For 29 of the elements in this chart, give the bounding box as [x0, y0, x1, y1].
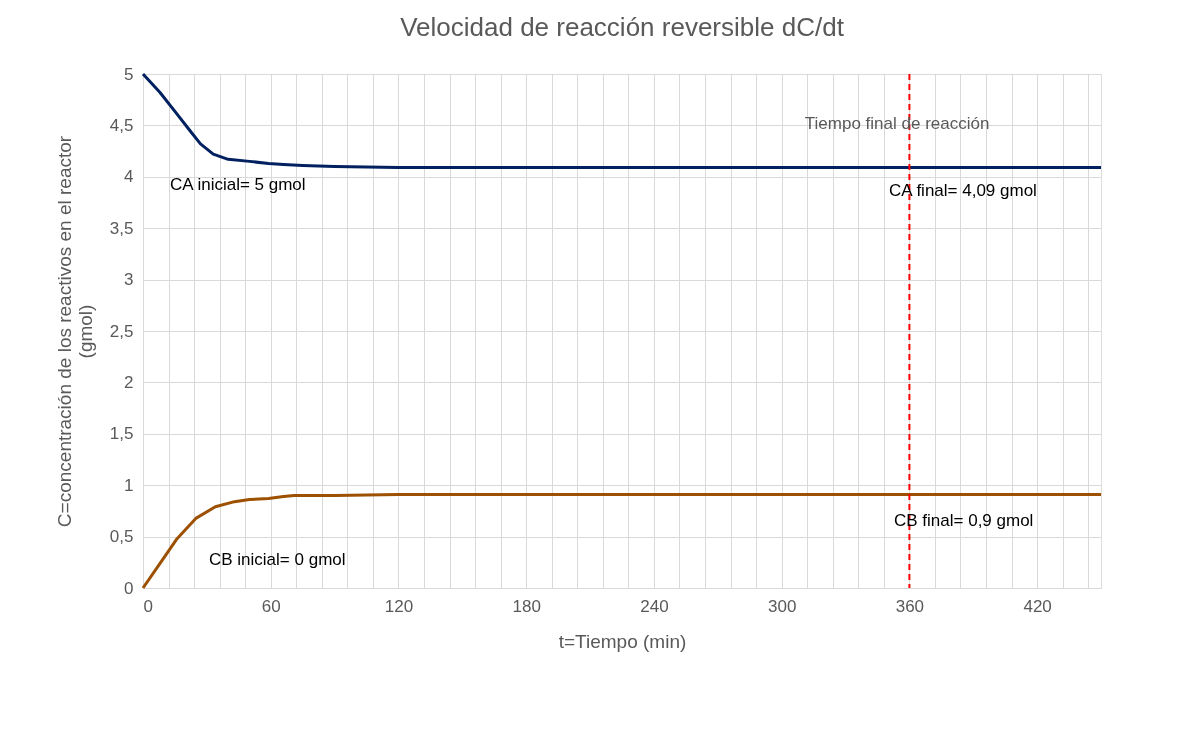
y-tick-label: 2,5 — [109, 321, 134, 341]
x-tick-label: 300 — [767, 596, 797, 616]
y-tick-label: 0 — [124, 578, 134, 598]
x-tick-label: 360 — [895, 596, 925, 616]
y-axis-title: C=concentración de los reactivos en el reactor (gmol) — [53, 135, 96, 528]
y-tick-label: 0,5 — [109, 527, 134, 547]
x-tick-label: 180 — [512, 596, 541, 616]
y-tick-label: 2 — [124, 372, 134, 392]
y-tick-label: 3,5 — [109, 218, 134, 238]
chart-title: Velocidad de reacción reversible dC/dt — [400, 12, 845, 42]
line-series — [141, 492, 1103, 590]
ref-line-label: Tiempo final de reacción — [804, 114, 990, 133]
annotation: CA inicial= 5 gmol — [170, 175, 306, 194]
y-tick-label: 5 — [124, 64, 134, 84]
y-tick-label: 1 — [124, 475, 134, 495]
x-tick-label: 420 — [1023, 596, 1052, 616]
x-tick-label: 240 — [640, 596, 669, 616]
annotation: CA final= 4,09 gmol — [889, 181, 1037, 200]
y-tick-label: 4,5 — [109, 115, 134, 135]
y-tick-label: 1,5 — [109, 424, 134, 444]
annotation: CB inicial= 0 gmol — [209, 550, 346, 569]
annotation: CB final= 0,9 gmol — [894, 511, 1034, 530]
y-tick-label: 4 — [124, 167, 134, 187]
y-tick-label: 3 — [124, 270, 134, 290]
x-tick-label: 120 — [384, 596, 414, 616]
x-axis-title: t=Tiempo (min) — [558, 630, 687, 652]
line-series — [141, 72, 1103, 170]
x-tick-label: 0 — [143, 596, 153, 616]
x-tick-label: 60 — [261, 596, 281, 616]
